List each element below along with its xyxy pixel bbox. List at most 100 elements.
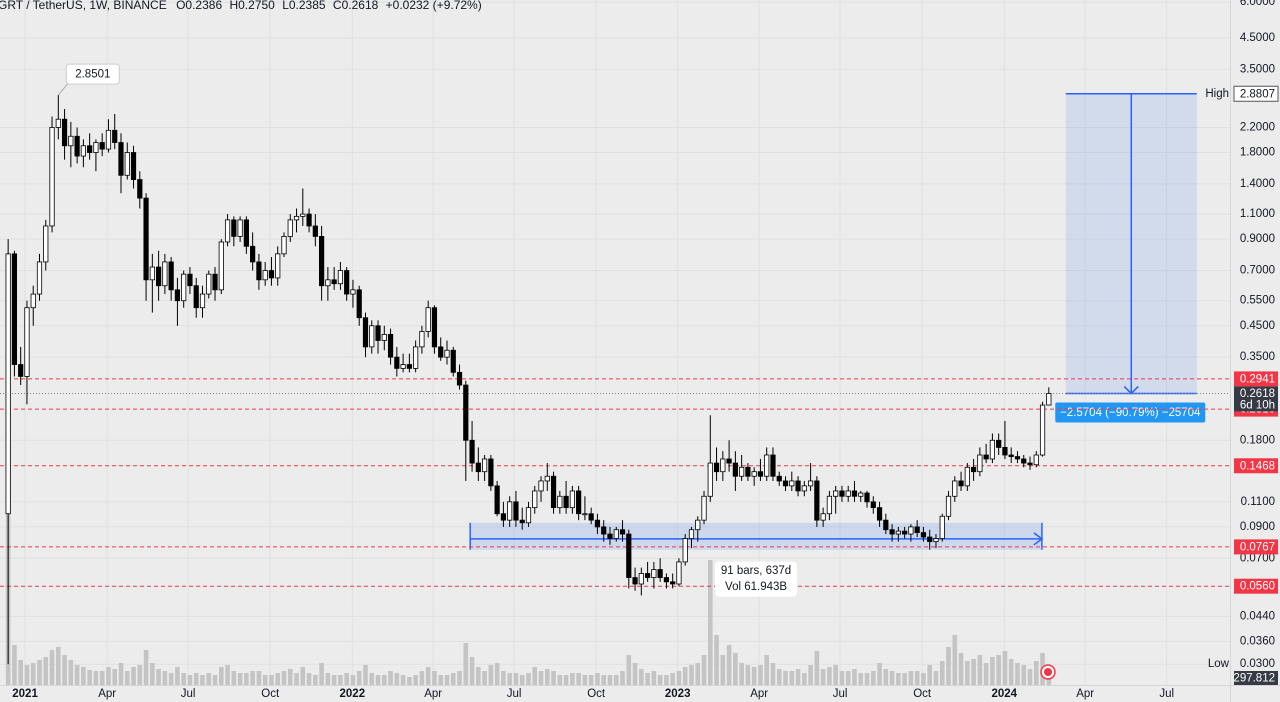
volume-bar — [927, 665, 933, 685]
volume-bar — [676, 671, 682, 685]
candle-body — [663, 577, 670, 583]
volume-bar — [469, 657, 475, 685]
candle-body — [964, 466, 970, 487]
candle-body — [193, 285, 199, 309]
volume-bar — [106, 667, 111, 685]
volume-bar — [733, 653, 738, 685]
candle-body — [43, 225, 49, 263]
candle-body — [218, 241, 224, 291]
candle-body — [726, 458, 732, 464]
volume-bar — [350, 675, 356, 685]
volume-bar — [432, 671, 437, 685]
volume-bar — [726, 645, 732, 685]
x-tick-label: Apr — [424, 688, 442, 700]
y-tick-label: 4.5000 — [1240, 32, 1275, 44]
candle-body — [30, 293, 36, 309]
candle-body — [24, 307, 30, 377]
candle-body — [250, 245, 256, 263]
volume-bar — [225, 665, 230, 685]
candle-body — [676, 561, 682, 585]
volume-bar — [49, 650, 55, 685]
volume-bar — [1021, 665, 1027, 685]
alert-icon[interactable] — [1040, 664, 1056, 680]
volume-bar — [175, 667, 180, 685]
candle-body — [463, 384, 469, 441]
candle-body — [61, 118, 68, 147]
y-tick-label: 1.1000 — [1240, 208, 1275, 220]
volume-bar — [701, 655, 707, 685]
last-price-box — [1234, 386, 1278, 412]
volume-bar — [745, 665, 751, 685]
y-tick-label: 0.0700 — [1240, 552, 1275, 564]
volume-bar — [820, 669, 826, 685]
volume-bar — [381, 675, 387, 685]
volume-bar — [319, 663, 324, 685]
volume-bar — [858, 673, 864, 685]
volume-bar — [269, 675, 274, 685]
volume-bar — [845, 671, 851, 685]
candle-body — [281, 236, 287, 255]
volume-bar — [250, 671, 255, 685]
candle-body — [112, 129, 118, 143]
candle-body — [143, 197, 149, 281]
volume-bar — [369, 673, 375, 685]
volume-bar — [56, 647, 61, 685]
candle-body — [293, 215, 300, 221]
candle-body — [456, 371, 463, 386]
symbol: GRT / TetherUS, 1W, BINANCE — [0, 0, 167, 12]
volume-bar — [896, 673, 901, 685]
candle-body — [337, 270, 344, 285]
volume-bar — [852, 669, 857, 685]
candle-body — [983, 454, 989, 460]
volume-bar — [613, 675, 619, 685]
candle-body — [482, 458, 488, 473]
candle-body — [651, 569, 657, 578]
last-price-label: 0.2618 — [1240, 388, 1275, 400]
volume-bar — [200, 675, 205, 685]
candle-body — [989, 439, 996, 460]
volume-bar — [1027, 669, 1033, 685]
candle-body — [237, 219, 243, 237]
candle-body — [1014, 456, 1021, 460]
candle-body — [745, 466, 751, 477]
candle-body — [820, 513, 826, 521]
candle-body — [945, 495, 952, 517]
candle-body — [688, 529, 695, 539]
volume-bar — [626, 655, 632, 685]
countdown-label: 6d 10h — [1240, 399, 1275, 411]
volume-bar — [99, 671, 105, 685]
x-tick-label: Jul — [181, 688, 196, 700]
x-tick-label: Jul — [833, 688, 848, 700]
candle-body — [394, 356, 400, 369]
candle-body — [350, 289, 356, 295]
volume-bar — [620, 671, 625, 685]
candle-body — [231, 219, 237, 237]
candle-body — [732, 462, 738, 477]
level-label-box — [1234, 458, 1278, 474]
candle-body — [494, 485, 500, 515]
volume-bar — [206, 673, 212, 685]
volume-bar — [400, 675, 406, 685]
volume-bar — [463, 643, 469, 685]
y-tick-label: 0.1800 — [1240, 434, 1275, 446]
y-tick-label: 2.2000 — [1240, 121, 1275, 133]
candle-body — [181, 273, 187, 302]
candle-body — [569, 490, 575, 509]
high-box — [1233, 85, 1279, 102]
candle-body — [1046, 393, 1052, 406]
volume-bar — [827, 667, 832, 685]
x-tick-label: Apr — [98, 688, 116, 700]
candle-body — [168, 261, 174, 291]
date-range-box — [470, 522, 1042, 550]
candle-body — [889, 529, 895, 535]
candle-body — [977, 454, 983, 473]
peak-pointer — [57, 82, 69, 96]
volume-bar — [695, 663, 701, 685]
volume-bar — [363, 665, 368, 685]
candle-body — [776, 475, 782, 482]
candle-body — [707, 462, 713, 497]
candle-body — [199, 293, 206, 309]
candle-body — [1021, 458, 1027, 464]
change-text: +0.0232 (+9.72%) — [386, 0, 482, 12]
volume-bar — [313, 675, 318, 685]
